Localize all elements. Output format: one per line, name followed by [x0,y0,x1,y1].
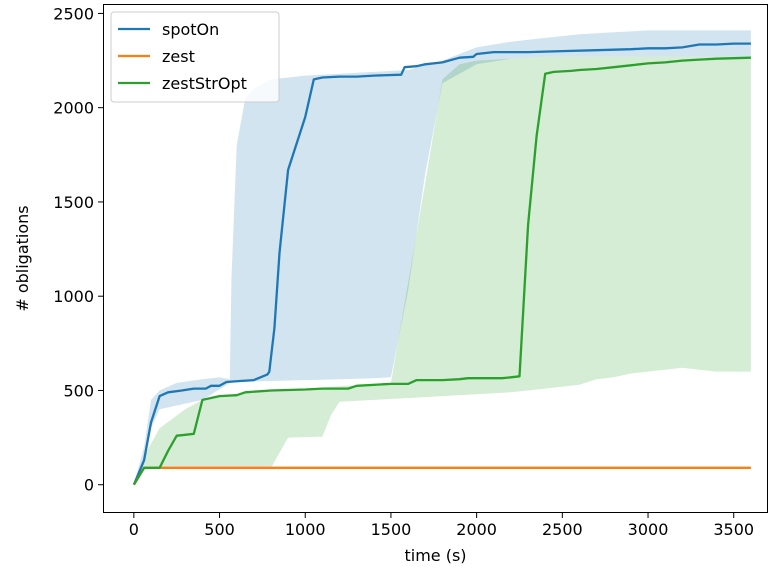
y-tick-label: 1500 [53,193,94,212]
x-tick-label: 2000 [456,520,497,539]
y-axis-label: # obligations [13,205,32,311]
y-tick-label: 0 [84,476,94,495]
line-zest [132,466,751,486]
x-tick-label: 2500 [542,520,583,539]
x-tick-label: 1500 [371,520,412,539]
x-tick-label: 3000 [628,520,669,539]
legend-label-spotOn: spotOn [162,20,219,39]
x-axis-label: time (s) [404,546,466,565]
x-tick-label: 0 [129,520,139,539]
x-tick-label: 1000 [285,520,326,539]
y-tick-label: 1000 [53,287,94,306]
y-axis-ticks: 0 500 1000 1500 2000 2500 [53,4,103,495]
x-tick-label: 500 [204,520,235,539]
x-tick-label: 3500 [713,520,754,539]
y-tick-label: 500 [63,381,94,400]
legend-label-zest: zest [162,47,195,66]
y-tick-label: 2500 [53,4,94,23]
y-tick-label: 2000 [53,99,94,118]
legend-label-zestStrOpt: zestStrOpt [162,74,247,93]
x-axis-ticks: 0 500 1000 1500 2000 2500 3000 3500 [129,513,754,539]
band-spotOn [133,30,751,485]
legend: spotOn zest zestStrOpt [110,11,280,103]
legend-box [110,11,280,103]
line-zestStrOpt [132,56,751,486]
line-spotOn [132,42,751,486]
series-lines [132,42,751,486]
confidence-bands [133,30,751,485]
band-zestStrOpt [133,56,751,485]
